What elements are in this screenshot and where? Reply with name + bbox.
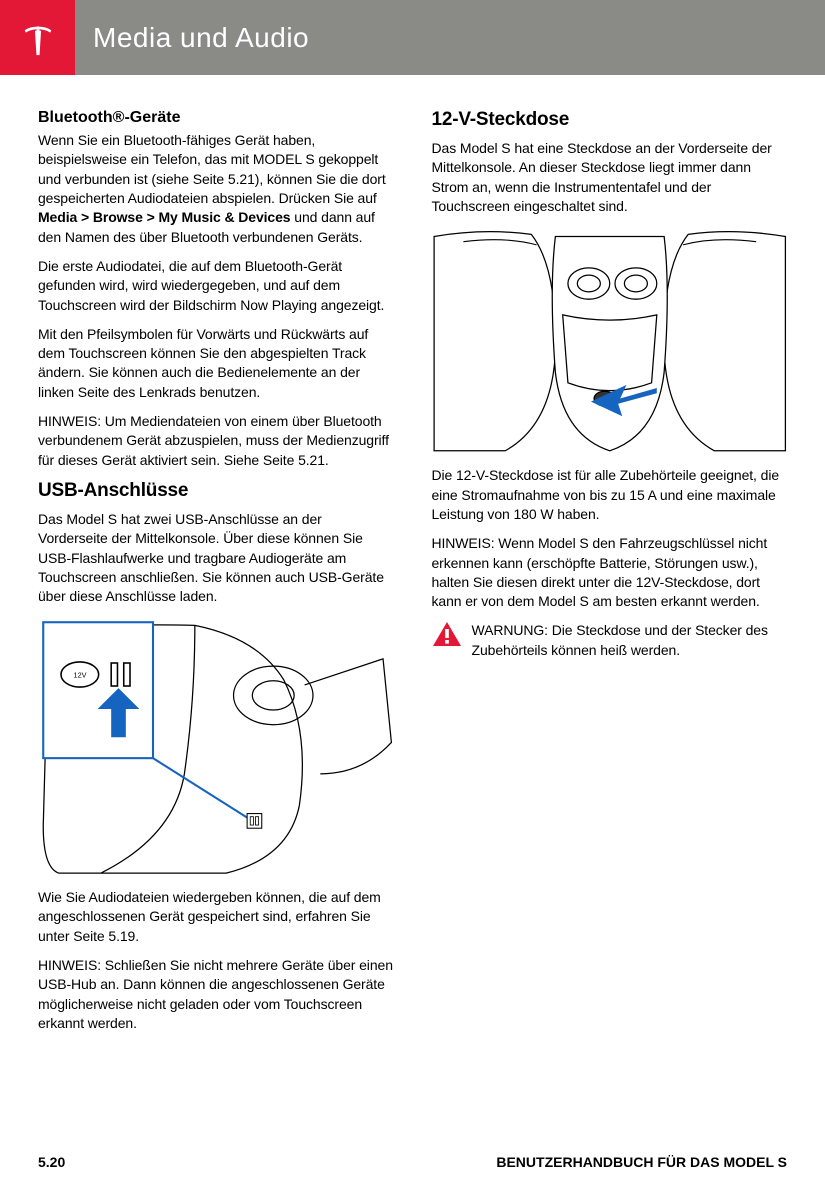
bluetooth-p2: Die erste Audiodatei, die auf dem Blueto… [38,257,394,315]
book-title: BENUTZERHANDBUCH FÜR DAS MODEL S [496,1154,787,1170]
usb-p2: Wie Sie Audiodateien wiedergeben können,… [38,888,394,946]
bluetooth-heading: Bluetooth®-Geräte [38,109,394,127]
socket-heading: 12-V-Steckdose [432,109,788,131]
left-column: Bluetooth®-Geräte Wenn Sie ein Bluetooth… [38,109,394,1043]
right-column: 12-V-Steckdose Das Model S hat eine Stec… [432,109,788,1043]
socket-p3: HINWEIS: Wenn Model S den Fahrzeugschlüs… [432,534,788,611]
page-header: Media und Audio [0,0,825,75]
page-footer: 5.20 BENUTZERHANDBUCH FÜR DAS MODEL S [0,1154,825,1170]
usb-illustration: 12V [38,617,394,878]
usb-p3: HINWEIS: Schließen Sie nicht mehrere Ger… [38,956,394,1033]
warning-text: WARNUNG: Die Steckdose und der Stecker d… [472,621,788,660]
usb-heading: USB-Anschlüsse [38,480,394,502]
warning-icon [432,621,462,647]
content-area: Bluetooth®-Geräte Wenn Sie ein Bluetooth… [0,75,825,1043]
usb-p1: Das Model S hat zwei USB-Anschlüsse an d… [38,510,394,607]
warning-block: WARNUNG: Die Steckdose und der Stecker d… [432,621,788,660]
page-title: Media und Audio [93,22,309,54]
svg-text:12V: 12V [74,670,87,679]
bluetooth-p4: HINWEIS: Um Mediendateien von einem über… [38,412,394,470]
socket-p1: Das Model S hat eine Steckdose an der Vo… [432,139,788,216]
tesla-logo-icon [19,19,57,57]
socket-illustration [432,226,788,456]
bluetooth-p1: Wenn Sie ein Bluetooth-fähiges Gerät hab… [38,131,394,247]
bluetooth-p3: Mit den Pfeilsymbolen für Vorwärts und R… [38,325,394,402]
page-number: 5.20 [38,1154,65,1170]
socket-p2: Die 12-V-Steckdose ist für alle Zubehört… [432,466,788,524]
tesla-logo [0,0,75,75]
